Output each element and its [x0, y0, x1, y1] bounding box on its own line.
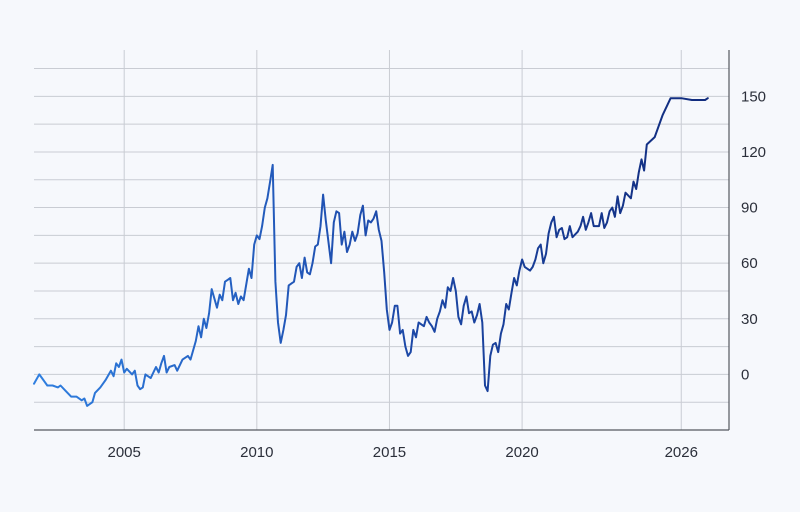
y-tick-label: 120 [741, 144, 766, 161]
x-tick-label: 2020 [505, 444, 538, 461]
vertical-gridlines [123, 50, 682, 430]
y-tick-label: 90 [741, 200, 758, 217]
y-tick-labels: 150 120 90 60 30 0 [741, 88, 766, 383]
x-tick-label: 2015 [373, 444, 406, 461]
y-tick-label: 150 [741, 88, 766, 105]
x-tick-label: 2010 [240, 444, 273, 461]
axes [34, 50, 730, 431]
x-tick-label: 2005 [108, 444, 141, 461]
y-tick-label: 0 [741, 366, 749, 383]
series-line [33, 97, 709, 407]
horizontal-gridlines [34, 68, 729, 403]
y-tick-label: 30 [741, 311, 758, 328]
y-tick-label: 60 [741, 255, 758, 272]
x-tick-labels: 2005 2010 2015 2020 2026 [108, 444, 698, 461]
x-tick-label: 2026 [665, 444, 698, 461]
series-layer [33, 97, 709, 407]
